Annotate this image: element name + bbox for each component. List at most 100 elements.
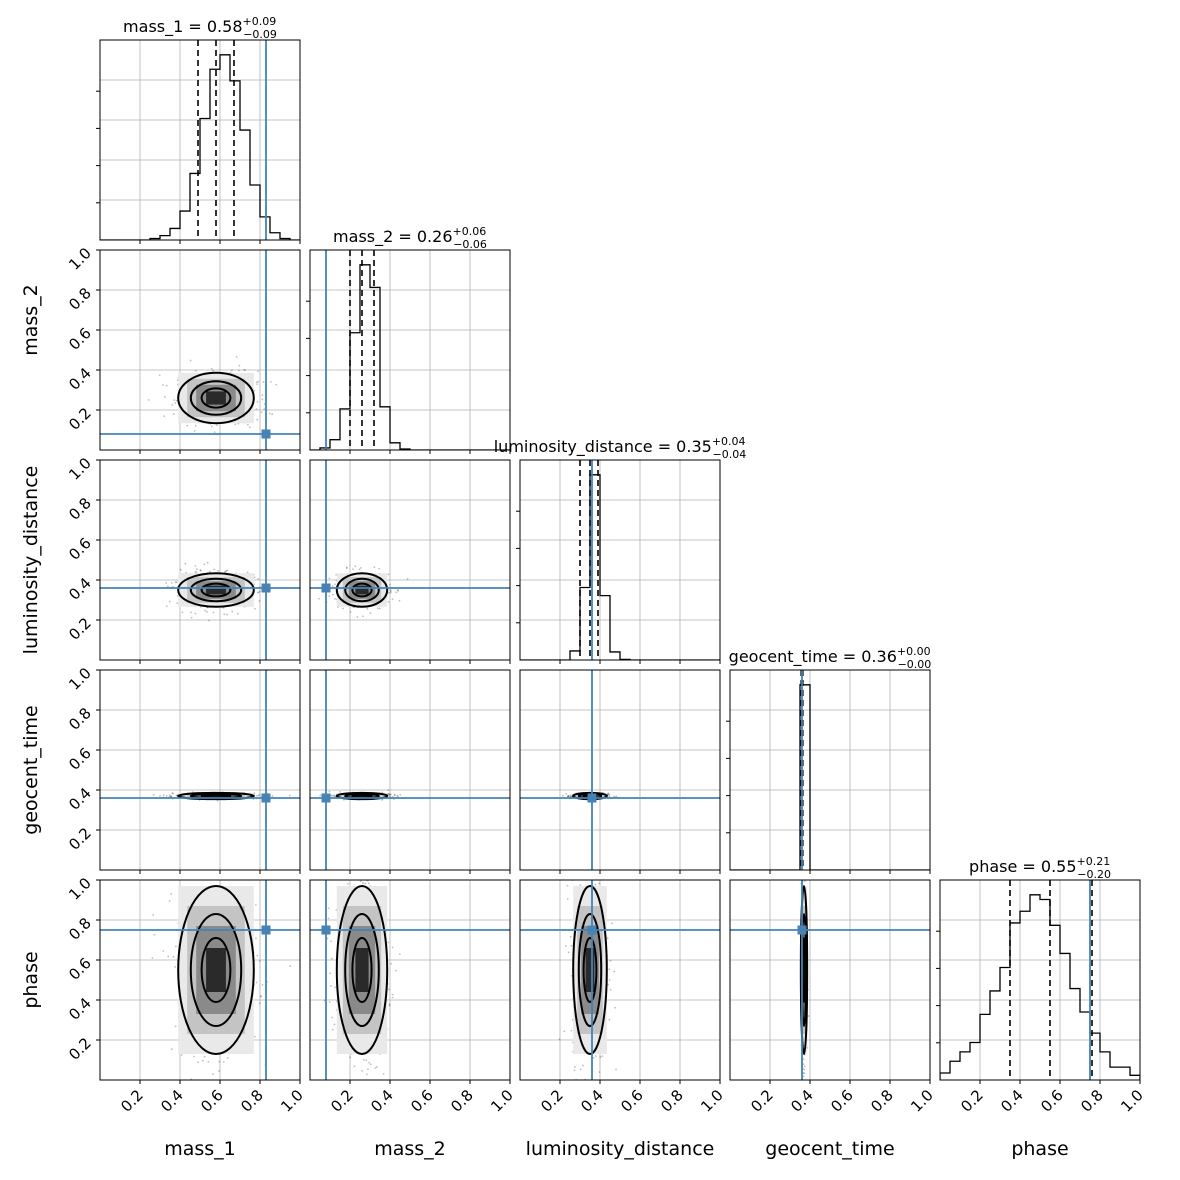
sample-point	[168, 795, 171, 798]
truth-marker	[797, 925, 807, 935]
sample-point	[199, 569, 202, 572]
density-block	[206, 391, 226, 405]
sample-point	[368, 1061, 371, 1064]
sample-point	[802, 1063, 805, 1066]
sample-point	[197, 1061, 199, 1064]
sample-point	[170, 892, 173, 895]
panel-luminosity_distance-geocent_time	[519, 669, 721, 874]
sample-point	[390, 793, 392, 796]
sample-point	[358, 568, 361, 571]
sample-point	[195, 568, 198, 571]
sample-point	[224, 570, 226, 573]
sample-point	[271, 795, 274, 798]
title-minus: −0.09	[243, 28, 277, 41]
sample-point	[176, 594, 179, 597]
sample-point	[165, 384, 168, 387]
sample-point	[226, 569, 229, 572]
panel-title-phase: phase = 0.55+0.21 −0.20	[969, 855, 1111, 881]
sample-point	[328, 790, 331, 793]
sample-point	[203, 563, 206, 566]
sample-point	[558, 1038, 561, 1041]
sample-point	[288, 794, 291, 797]
sample-point	[608, 968, 611, 971]
sample-point	[163, 415, 166, 418]
sample-point	[184, 562, 187, 565]
sample-point	[334, 597, 336, 600]
sample-point	[406, 578, 409, 580]
x-axis-label-luminosity_distance: luminosity_distance	[526, 1138, 715, 1160]
sample-point	[212, 1073, 215, 1076]
sample-point	[253, 389, 256, 392]
sample-point	[202, 1059, 204, 1062]
sample-point	[319, 794, 322, 797]
sample-point	[206, 611, 208, 613]
sample-point	[162, 794, 165, 797]
sample-point	[261, 983, 264, 986]
sample-point	[237, 369, 240, 372]
sample-point	[199, 569, 202, 571]
sample-point	[259, 996, 262, 998]
sample-point	[186, 424, 189, 427]
contour	[200, 582, 232, 598]
sample-point	[353, 1065, 356, 1068]
contour	[582, 937, 598, 1003]
sample-point	[332, 593, 334, 596]
sample-point	[567, 795, 569, 798]
sample-point	[218, 1070, 220, 1072]
panel-geocent_time-phase	[729, 879, 931, 1084]
sample-point	[253, 576, 256, 579]
sample-point	[208, 619, 210, 622]
sample-point	[367, 882, 370, 885]
sample-point	[167, 585, 169, 588]
panel-frame	[99, 879, 301, 1081]
sample-point	[258, 960, 261, 962]
sample-point	[362, 882, 364, 884]
panel-frame	[309, 669, 511, 871]
panel-frame	[309, 459, 511, 661]
sample-point	[374, 1067, 377, 1069]
contour	[200, 937, 232, 1003]
sample-point	[393, 793, 396, 796]
sample-point	[260, 995, 262, 997]
sample-point	[573, 1069, 576, 1072]
panel-luminosity_distance-phase	[519, 879, 721, 1084]
sample-point	[613, 795, 616, 798]
sample-point	[175, 399, 178, 402]
sample-point	[167, 955, 170, 958]
sample-point	[802, 1058, 805, 1060]
sample-point	[174, 581, 177, 583]
sample-point	[569, 794, 572, 797]
sample-point	[223, 613, 226, 615]
density-block	[803, 948, 805, 992]
sample-point	[349, 1056, 351, 1059]
title-plus: +0.06	[453, 225, 487, 238]
sample-point	[365, 1073, 368, 1076]
sample-point	[261, 394, 264, 397]
contour	[189, 380, 243, 416]
panel-mass_1-phase	[96, 879, 301, 1084]
sample-point	[171, 792, 174, 794]
sample-point	[570, 944, 573, 947]
sample-point	[331, 585, 334, 588]
title-minus: −0.20	[1077, 868, 1111, 881]
sample-point	[194, 424, 197, 427]
title-value: phase = 0.55	[969, 857, 1076, 876]
density-block	[206, 585, 226, 595]
panel-luminosity_distance-luminosity_distance: luminosity_distance = 0.35+0.04 −0.04	[494, 435, 746, 664]
sample-point	[598, 882, 600, 885]
sample-point	[611, 922, 613, 925]
sample-point	[598, 1071, 601, 1073]
sample-point	[169, 794, 171, 797]
sample-point	[329, 985, 332, 987]
sample-point	[165, 582, 168, 584]
density-block	[355, 795, 369, 797]
sample-point	[271, 413, 274, 415]
sample-point	[615, 1068, 617, 1071]
sample-point	[328, 577, 331, 580]
panel-geocent_time-geocent_time: geocent_time = 0.36+0.00 −0.00	[726, 645, 931, 874]
sample-point	[331, 1028, 334, 1031]
sample-point	[574, 1066, 576, 1068]
sample-point	[333, 794, 335, 797]
sample-point	[253, 792, 256, 794]
sample-point	[258, 1002, 261, 1005]
